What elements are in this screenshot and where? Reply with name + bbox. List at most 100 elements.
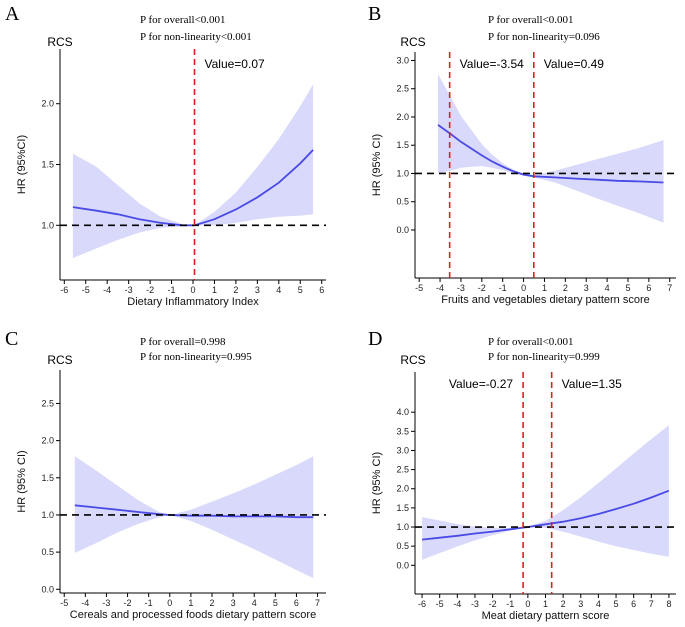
x-axis-label-b: Fruits and vegetables dietary pattern sc… <box>441 294 650 306</box>
chart-title-b: RCS <box>400 35 425 49</box>
x-tick-label-d: 6 <box>631 599 636 609</box>
panel-letter-a: A <box>5 3 20 25</box>
x-tick-label-b: 1 <box>542 283 547 293</box>
x-tick-label-c: 4 <box>252 598 257 608</box>
y-tick-label-d: 2.0 <box>396 484 409 494</box>
x-tick-label-d: 7 <box>649 599 654 609</box>
x-tick-label-c: -1 <box>145 598 153 608</box>
x-tick-label-b: 5 <box>625 283 630 293</box>
cutpoint-label-d: Value=1.35 <box>562 377 622 391</box>
y-tick-label-d: 2.5 <box>396 465 409 475</box>
x-tick-label-b: 4 <box>605 283 610 293</box>
x-tick-label-b: -4 <box>436 283 444 293</box>
y-tick-label-c: 2.5 <box>41 398 54 408</box>
x-tick-label-d: 5 <box>614 599 619 609</box>
y-tick-label-b: 2.0 <box>396 112 409 122</box>
ci-band-c <box>74 456 314 579</box>
x-tick-label-b: 6 <box>646 283 651 293</box>
x-tick-label-d: -2 <box>489 599 497 609</box>
y-tick-label-d: 3.0 <box>396 445 409 455</box>
x-tick-label-a: -3 <box>125 285 133 295</box>
x-tick-label-b: -3 <box>457 283 465 293</box>
y-tick-label-d: 0.0 <box>396 560 409 570</box>
hr-curve-b <box>437 124 664 184</box>
y-axis-label-d: HR (95% CI) <box>371 452 383 514</box>
x-tick-label-a: 6 <box>319 285 324 295</box>
x-tick-label-d: -5 <box>436 599 444 609</box>
y-tick-label-a: 1.0 <box>41 220 54 230</box>
y-tick-label-d: 1.5 <box>396 503 409 513</box>
x-tick-label-b: 7 <box>667 283 672 293</box>
x-tick-label-d: -6 <box>418 599 426 609</box>
panel-letter-d: D <box>368 328 382 350</box>
p-overall-a: P for overall<0.001 <box>140 14 226 26</box>
y-tick-label-d: 1.0 <box>396 522 409 532</box>
x-tick-label-c: 1 <box>188 598 193 608</box>
p-nonlinearity-c: P for non-linearity=0.995 <box>140 351 252 363</box>
x-tick-label-d: -1 <box>506 599 514 609</box>
x-tick-label-c: 6 <box>294 598 299 608</box>
x-tick-label-c: -4 <box>81 598 89 608</box>
y-tick-label-d: 4.0 <box>396 407 409 417</box>
y-tick-label-c: 1.0 <box>41 510 54 520</box>
x-tick-label-c: 0 <box>167 598 172 608</box>
x-tick-label-a: 2 <box>233 285 238 295</box>
y-tick-label-b: 3.0 <box>396 55 409 65</box>
y-tick-label-c: 1.5 <box>41 473 54 483</box>
p-overall-b: P for overall<0.001 <box>488 14 574 26</box>
x-axis-label-d: Meat dietary pattern score <box>482 610 610 622</box>
ci-band-a <box>72 84 314 259</box>
x-tick-label-a: 1 <box>212 285 217 295</box>
hr-curve-d <box>422 489 670 541</box>
x-tick-label-c: -3 <box>102 598 110 608</box>
x-tick-label-b: 2 <box>563 283 568 293</box>
hr-curve-c <box>74 504 314 519</box>
chart-title-d: RCS <box>400 353 425 367</box>
cutpoint-label-b: Value=0.49 <box>544 57 604 71</box>
x-tick-label-b: 0 <box>521 283 526 293</box>
x-tick-label-a: 5 <box>298 285 303 295</box>
x-tick-label-d: -4 <box>453 599 461 609</box>
y-tick-label-a: 1.5 <box>41 160 54 170</box>
panel-letter-c: C <box>5 328 18 350</box>
x-tick-label-b: -5 <box>415 283 423 293</box>
x-tick-label-a: 4 <box>276 285 281 295</box>
ci-band-d <box>422 425 669 560</box>
p-nonlinearity-d: P for non-linearity=0.999 <box>488 351 600 363</box>
y-tick-label-d: 0.5 <box>396 541 409 551</box>
x-tick-label-d: -3 <box>471 599 479 609</box>
x-axis-label-c: Cereals and processed foods dietary patt… <box>70 609 316 621</box>
chart-title-a: RCS <box>47 35 72 49</box>
x-tick-label-c: 2 <box>209 598 214 608</box>
p-overall-c: P for overall=0.998 <box>140 336 226 348</box>
cutpoint-label-a: Value=0.07 <box>205 57 265 71</box>
y-tick-label-d: 3.5 <box>396 426 409 436</box>
x-tick-label-b: 3 <box>584 283 589 293</box>
x-tick-label-b: -2 <box>478 283 486 293</box>
x-tick-label-c: 7 <box>315 598 320 608</box>
x-tick-label-d: 1 <box>543 599 548 609</box>
y-tick-label-c: 2.0 <box>41 436 54 446</box>
y-tick-label-b: 0.5 <box>396 197 409 207</box>
cutpoint-label-b: Value=-3.54 <box>460 57 524 71</box>
p-overall-d: P for overall<0.001 <box>488 336 574 348</box>
x-tick-label-a: -5 <box>82 285 90 295</box>
x-tick-label-d: 3 <box>578 599 583 609</box>
y-tick-label-b: 0.0 <box>396 225 409 235</box>
y-axis-label-a: HR (95%CI) <box>16 135 28 194</box>
y-tick-label-c: 0.5 <box>41 547 54 557</box>
x-tick-label-c: 3 <box>231 598 236 608</box>
x-tick-label-a: 0 <box>190 285 195 295</box>
x-tick-label-a: 3 <box>255 285 260 295</box>
y-tick-label-b: 1.5 <box>396 140 409 150</box>
x-tick-label-a: -2 <box>146 285 154 295</box>
x-tick-label-d: 0 <box>525 599 530 609</box>
p-nonlinearity-a: P for non-linearity<0.001 <box>140 31 252 43</box>
x-tick-label-a: -6 <box>60 285 68 295</box>
panel-letter-b: B <box>368 3 381 25</box>
x-tick-label-d: 2 <box>561 599 566 609</box>
x-tick-label-c: 5 <box>273 598 278 608</box>
chart-title-c: RCS <box>47 353 72 367</box>
y-tick-label-c: 0.0 <box>41 584 54 594</box>
